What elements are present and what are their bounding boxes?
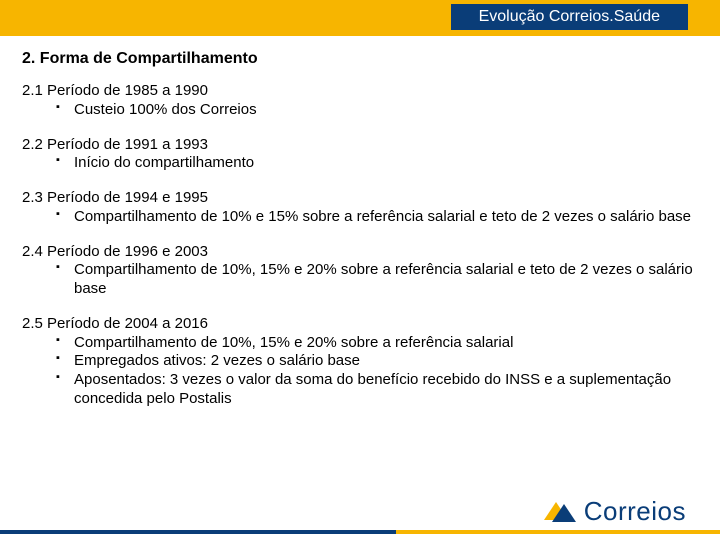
period-heading: 2.2 Período de 1991 a 1993: [22, 136, 698, 155]
bullet-list: Compartilhamento de 10%, 15% e 20% sobre…: [22, 261, 698, 299]
correios-icon: [538, 494, 578, 528]
period-heading: 2.1 Período de 1985 a 1990: [22, 82, 698, 101]
period-heading: 2.4 Período de 1996 e 2003: [22, 243, 698, 262]
list-item: Início do compartilhamento: [56, 154, 698, 173]
section-title: 2. Forma de Compartilhamento: [22, 50, 698, 68]
period-heading: 2.3 Período de 1994 e 1995: [22, 189, 698, 208]
list-item: Custeio 100% dos Correios: [56, 101, 698, 120]
list-item: Aposentados: 3 vezes o valor da soma do …: [56, 371, 698, 409]
header-bar: Evolução Correios.Saúde: [0, 0, 720, 36]
footer-stripe: [0, 530, 720, 534]
list-item: Empregados ativos: 2 vezes o salário bas…: [56, 352, 698, 371]
list-item: Compartilhamento de 10%, 15% e 20% sobre…: [56, 261, 698, 299]
page-title: Evolução Correios.Saúde: [451, 4, 688, 30]
period-heading: 2.5 Período de 2004 a 2016: [22, 315, 698, 334]
logo: Correios: [534, 494, 690, 528]
bullet-list: Custeio 100% dos Correios: [22, 101, 698, 120]
period-block: 2.4 Período de 1996 e 2003 Compartilhame…: [22, 243, 698, 299]
period-block: 2.5 Período de 2004 a 2016 Compartilhame…: [22, 315, 698, 409]
bullet-list: Compartilhamento de 10%, 15% e 20% sobre…: [22, 334, 698, 409]
period-block: 2.2 Período de 1991 a 1993 Início do com…: [22, 136, 698, 174]
period-block: 2.1 Período de 1985 a 1990 Custeio 100% …: [22, 82, 698, 120]
logo-text: Correios: [584, 496, 686, 527]
content-area: 2. Forma de Compartilhamento 2.1 Período…: [0, 36, 720, 409]
period-block: 2.3 Período de 1994 e 1995 Compartilhame…: [22, 189, 698, 227]
list-item: Compartilhamento de 10% e 15% sobre a re…: [56, 208, 698, 227]
bullet-list: Início do compartilhamento: [22, 154, 698, 173]
list-item: Compartilhamento de 10%, 15% e 20% sobre…: [56, 334, 698, 353]
bullet-list: Compartilhamento de 10% e 15% sobre a re…: [22, 208, 698, 227]
